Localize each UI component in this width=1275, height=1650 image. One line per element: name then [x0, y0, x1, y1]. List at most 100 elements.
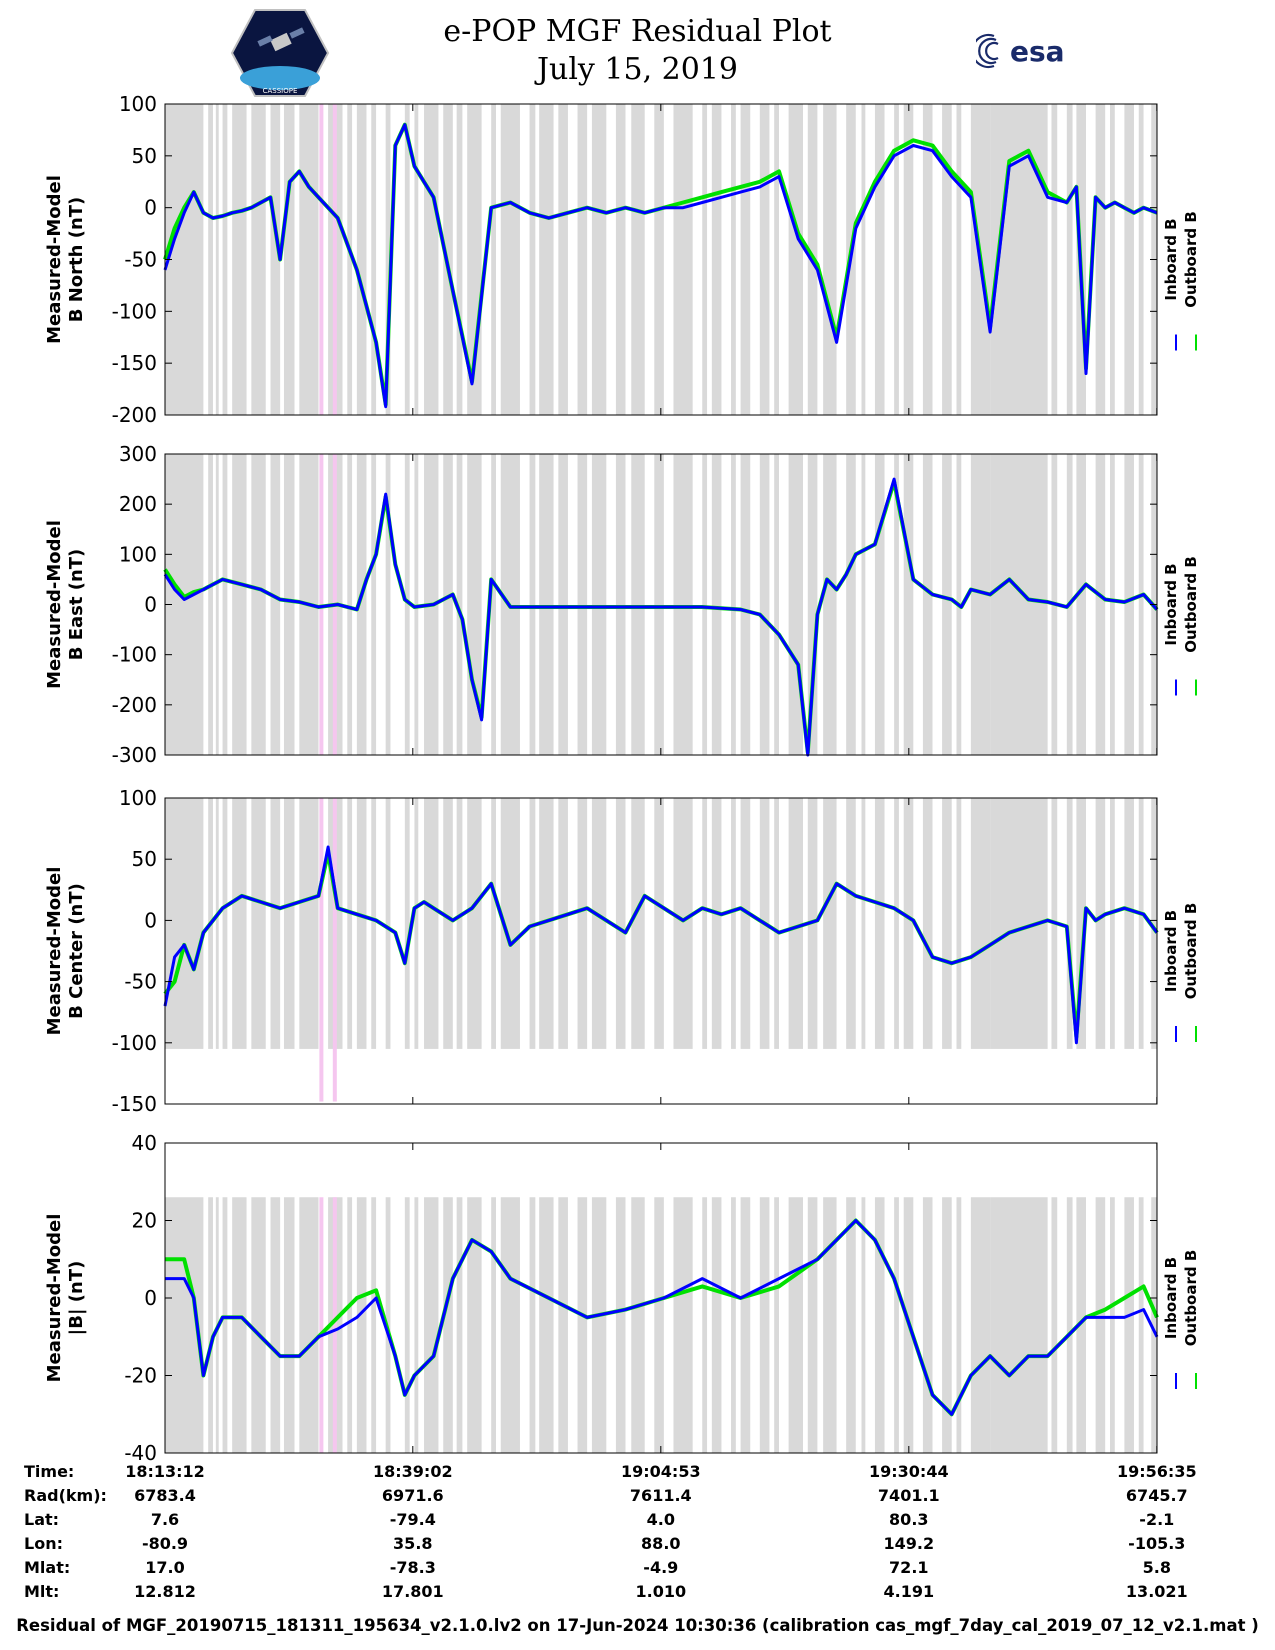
esa-logo: esa — [976, 33, 1065, 69]
gap-band — [702, 798, 708, 1049]
gap-band — [385, 798, 391, 1049]
gap-band — [702, 104, 708, 415]
gap-band — [424, 1197, 439, 1453]
orbit-value: 19:04:53 — [621, 1462, 701, 1481]
orbit-value: 35.8 — [393, 1534, 433, 1553]
gap-band — [788, 104, 803, 415]
orbit-row-label: Time: — [24, 1462, 75, 1481]
gap-band — [208, 1197, 213, 1453]
legend-outboard-label: Outboard B — [1182, 556, 1200, 653]
gap-band — [731, 1197, 736, 1453]
orbit-row-label: Lon: — [24, 1534, 63, 1553]
pink-marker — [319, 454, 324, 755]
gap-band — [774, 104, 780, 415]
gap-band — [774, 454, 780, 755]
y-axis-label: Measured-ModelB East (nT) — [44, 520, 87, 689]
gap-band — [1109, 104, 1115, 415]
gap-band — [740, 454, 751, 755]
y-tick-label: -100 — [112, 643, 157, 667]
y-tick-label: 200 — [119, 492, 157, 516]
gap-band — [774, 798, 780, 1049]
gap-band — [414, 454, 419, 755]
y-tick-label: 40 — [132, 1131, 157, 1155]
gap-band — [222, 798, 228, 1049]
orbit-value: 6745.7 — [1125, 1486, 1188, 1505]
orbit-value: 72.1 — [889, 1558, 929, 1577]
gap-band — [1124, 798, 1134, 1049]
gap-band — [631, 454, 645, 755]
gap-band — [874, 1197, 885, 1453]
gap-band — [942, 104, 952, 415]
gap-band — [823, 104, 837, 415]
gap-band — [283, 1197, 295, 1453]
gap-band — [1066, 104, 1073, 415]
gap-band — [467, 1197, 482, 1453]
gap-band — [356, 454, 367, 755]
gap-band — [558, 1197, 568, 1453]
gap-band — [956, 1197, 962, 1453]
gap-band — [424, 798, 439, 1049]
y-tick-label: -100 — [112, 1031, 157, 1055]
y-tick-label: 20 — [132, 1209, 157, 1233]
gap-band — [404, 104, 410, 415]
gap-band — [874, 104, 885, 415]
gap-band — [1076, 798, 1087, 1049]
orbit-row-label: Lat: — [24, 1510, 60, 1529]
gap-band — [731, 104, 736, 415]
orbit-value: 17.801 — [381, 1582, 444, 1601]
gap-band — [577, 1197, 588, 1453]
gap-band — [356, 798, 367, 1049]
gap-band — [711, 454, 722, 755]
gap-band — [673, 798, 693, 1049]
gap-band — [500, 1197, 520, 1453]
gap-band — [232, 454, 247, 755]
gap-band — [299, 798, 319, 1049]
y-axis-label-line: Measured-Model — [44, 175, 65, 344]
gap-band — [922, 798, 933, 1049]
orbit-row: Mlt: 12.812 17.801 1.010 4.191 13.021 — [0, 1582, 1275, 1604]
orbit-value: -105.3 — [1128, 1534, 1186, 1553]
gap-band — [558, 798, 568, 1049]
gap-band — [774, 1197, 780, 1453]
legend-outboard-label: Outboard B — [1182, 211, 1200, 308]
gap-band — [922, 454, 933, 755]
gap-band — [990, 454, 1048, 755]
gap-band — [903, 798, 914, 1049]
gap-band — [558, 104, 568, 415]
gap-band — [1151, 798, 1157, 1049]
gap-band — [1051, 1197, 1058, 1453]
y-axis-label-line: B Center (nT) — [66, 883, 87, 1019]
gap-band — [232, 798, 247, 1049]
orbit-value: 18:13:12 — [125, 1462, 205, 1481]
orbit-value: 17.0 — [145, 1558, 185, 1577]
gap-band — [654, 798, 664, 1049]
gap-band — [577, 454, 588, 755]
gap-band — [615, 454, 626, 755]
gap-band — [491, 1197, 496, 1453]
orbit-row: Mlat: 17.0 -78.3 -4.9 72.1 5.8 — [0, 1558, 1275, 1580]
gap-band — [443, 798, 453, 1049]
gap-band — [615, 104, 626, 415]
gap-band — [165, 798, 204, 1049]
gap-band — [591, 1197, 607, 1453]
gap-band — [631, 104, 645, 415]
gap-band — [807, 1197, 818, 1453]
y-tick-label: 300 — [119, 442, 157, 466]
gap-band — [1095, 454, 1106, 755]
gap-band — [371, 454, 377, 755]
gap-band — [1124, 1197, 1134, 1453]
gap-band — [283, 104, 295, 415]
gap-band — [577, 104, 588, 415]
gap-band — [903, 104, 914, 415]
gap-band — [299, 1197, 319, 1453]
gap-band — [874, 798, 885, 1049]
gap-band — [942, 798, 952, 1049]
gap-band — [894, 454, 899, 755]
gap-band — [443, 454, 453, 755]
gap-band — [846, 1197, 856, 1453]
legend-inboard-label: Inboard B — [1162, 563, 1180, 645]
gap-band — [788, 1197, 803, 1453]
series-line-inboard — [163, 477, 1159, 757]
gap-band — [270, 798, 281, 1049]
y-axis-label-line: B North (nT) — [66, 197, 87, 323]
